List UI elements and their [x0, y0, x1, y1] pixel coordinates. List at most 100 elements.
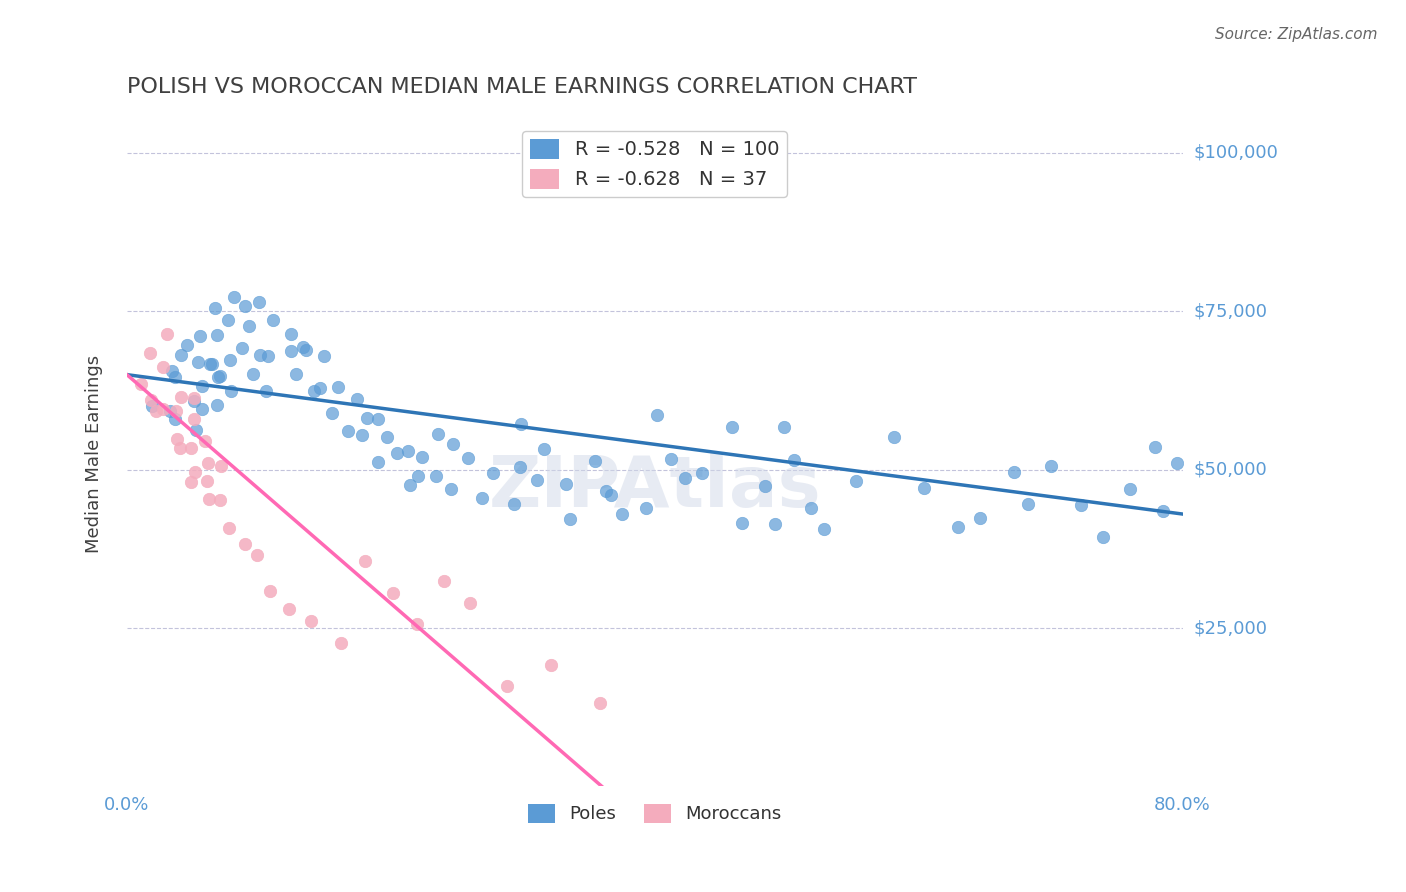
Poles — [471, 491, 494, 506]
Text: Source: ZipAtlas.com: Source: ZipAtlas.com — [1215, 27, 1378, 42]
Poles — [883, 429, 905, 443]
Poles — [247, 295, 270, 310]
Poles — [731, 516, 754, 531]
Moroccans — [233, 536, 256, 550]
Poles — [533, 442, 555, 456]
Poles — [295, 343, 318, 358]
Poles — [337, 424, 360, 438]
Moroccans — [129, 376, 152, 391]
Poles — [165, 412, 187, 426]
Poles — [302, 384, 325, 398]
Poles — [813, 522, 835, 536]
Text: $75,000: $75,000 — [1194, 302, 1268, 320]
Poles — [280, 343, 302, 358]
Poles — [165, 370, 187, 384]
Poles — [249, 349, 271, 363]
Moroccans — [139, 392, 162, 407]
Poles — [1092, 530, 1115, 544]
Poles — [408, 469, 430, 483]
Poles — [398, 478, 420, 492]
Moroccans — [496, 679, 519, 693]
Poles — [773, 420, 796, 434]
Poles — [162, 364, 184, 378]
Poles — [346, 392, 368, 406]
Text: $25,000: $25,000 — [1194, 619, 1268, 637]
Moroccans — [209, 458, 232, 473]
Poles — [205, 328, 228, 343]
Moroccans — [139, 346, 162, 360]
Poles — [218, 353, 240, 368]
Moroccans — [433, 574, 456, 589]
Moroccans — [180, 442, 202, 456]
Poles — [188, 328, 211, 343]
Text: $100,000: $100,000 — [1194, 144, 1278, 161]
Poles — [969, 511, 991, 525]
Poles — [526, 473, 548, 487]
Poles — [509, 460, 531, 475]
Moroccans — [183, 465, 205, 479]
Poles — [800, 500, 823, 515]
Poles — [367, 455, 389, 469]
Moroccans — [166, 433, 188, 447]
Moroccans — [354, 554, 377, 568]
Poles — [233, 299, 256, 313]
Poles — [263, 312, 285, 326]
Poles — [191, 379, 214, 393]
Poles — [356, 411, 378, 425]
Poles — [141, 399, 163, 413]
Moroccans — [170, 390, 193, 404]
Moroccans — [382, 585, 405, 599]
Poles — [191, 402, 214, 417]
Moroccans — [180, 475, 202, 489]
Moroccans — [259, 583, 281, 598]
Poles — [482, 466, 505, 480]
Moroccans — [183, 391, 205, 405]
Poles — [396, 444, 419, 458]
Poles — [659, 451, 682, 466]
Moroccans — [169, 441, 191, 455]
Poles — [845, 474, 868, 488]
Poles — [208, 369, 231, 384]
Moroccans — [194, 434, 217, 449]
Poles — [946, 520, 969, 534]
Poles — [503, 497, 526, 511]
Moroccans — [299, 614, 322, 628]
Poles — [754, 479, 776, 493]
Moroccans — [183, 411, 205, 425]
Moroccans — [218, 521, 240, 535]
Poles — [207, 370, 229, 384]
Poles — [222, 290, 245, 304]
Poles — [280, 327, 302, 342]
Moroccans — [198, 492, 221, 507]
Poles — [634, 501, 657, 516]
Moroccans — [197, 456, 219, 470]
Poles — [440, 482, 463, 496]
Poles — [673, 470, 696, 484]
Poles — [308, 381, 330, 395]
Poles — [183, 393, 205, 408]
Poles — [509, 417, 531, 432]
Poles — [783, 453, 806, 467]
Moroccans — [152, 401, 174, 416]
Poles — [170, 348, 193, 362]
Poles — [326, 380, 349, 394]
Poles — [385, 446, 408, 460]
Poles — [912, 481, 935, 495]
Moroccans — [278, 601, 301, 615]
Poles — [425, 469, 447, 483]
Poles — [256, 349, 278, 363]
Poles — [238, 318, 260, 333]
Moroccans — [152, 359, 174, 374]
Moroccans — [165, 404, 187, 418]
Moroccans — [195, 475, 218, 489]
Poles — [647, 409, 669, 423]
Poles — [254, 384, 277, 398]
Poles — [600, 487, 623, 501]
Text: POLISH VS MOROCCAN MEDIAN MALE EARNINGS CORRELATION CHART: POLISH VS MOROCCAN MEDIAN MALE EARNINGS … — [127, 78, 917, 97]
Poles — [721, 420, 744, 434]
Poles — [583, 454, 606, 468]
Poles — [690, 466, 713, 480]
Poles — [1152, 503, 1174, 517]
Poles — [231, 341, 253, 355]
Moroccans — [330, 635, 353, 649]
